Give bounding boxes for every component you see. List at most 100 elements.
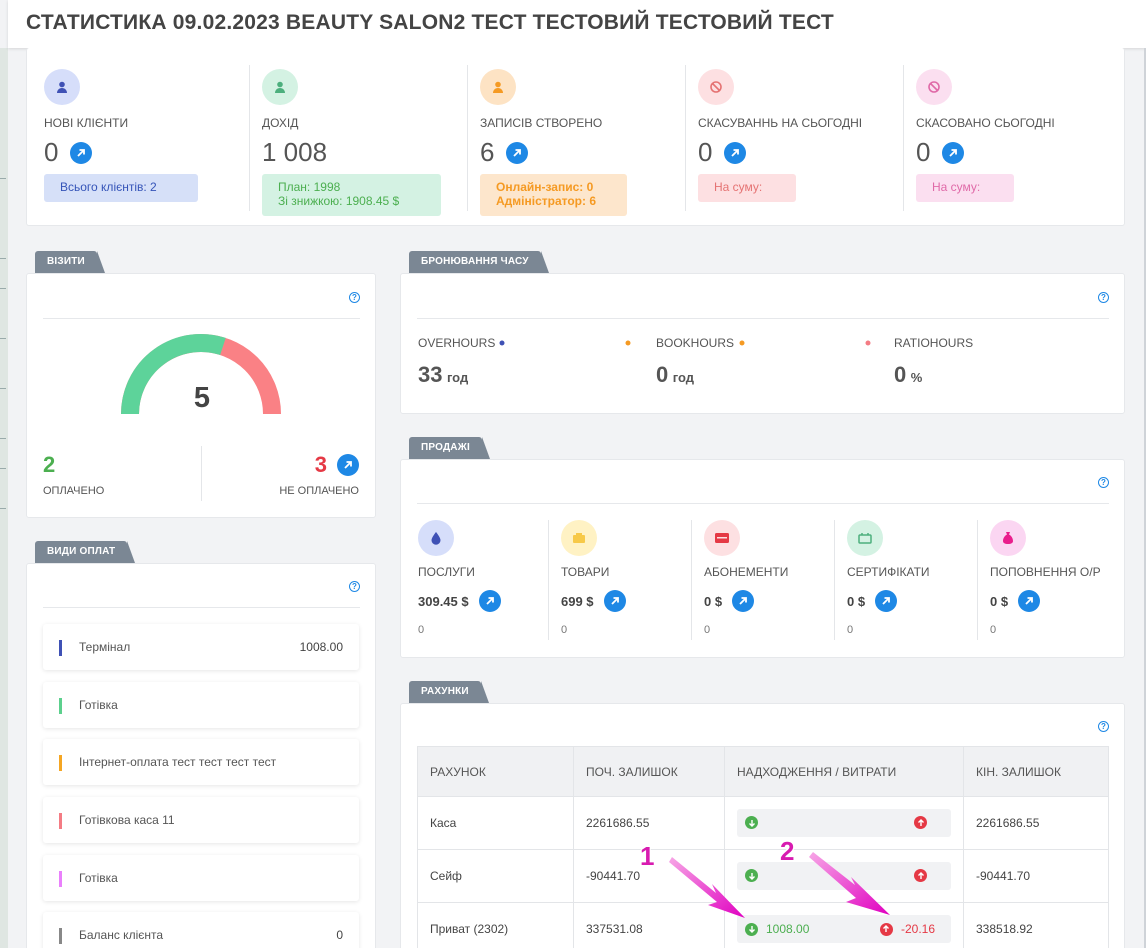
scrollbar[interactable]: [1144, 48, 1146, 948]
open-arrow-icon[interactable]: [1018, 590, 1041, 612]
sales-count: 0: [418, 624, 425, 636]
records-source-badge: Онлайн-запис: 0 Адміністратор: 6: [480, 174, 627, 216]
help-icon[interactable]: ?: [1098, 721, 1109, 732]
table-row: Приват (2302) 337531.08 1008.00 -20.16 33851…: [417, 902, 1109, 948]
sales-count: 0: [847, 624, 854, 636]
booking-bookhours: BOOKHOURS 0 год: [656, 336, 734, 388]
payment-type-row: Готівка: [43, 855, 359, 901]
stat-value: 1 008: [262, 137, 328, 167]
drop-icon: [418, 520, 454, 556]
open-arrow-icon[interactable]: [603, 590, 626, 612]
payment-type-amount: 1008.00: [299, 640, 343, 654]
payment-type-name: Готівкова каса 11: [79, 813, 175, 827]
sales-label: ТОВАРИ: [561, 565, 610, 579]
account-start-balance: 337531.08: [573, 902, 725, 948]
arrow-down-circle-icon[interactable]: [745, 816, 758, 829]
col-start-balance: ПОЧ. ЗАЛИШОК: [573, 746, 725, 797]
open-arrow-icon[interactable]: [478, 590, 501, 612]
arrow-down-circle-icon[interactable]: [745, 869, 758, 882]
stat-value: 0: [698, 137, 713, 167]
tab-accounts: РАХУНКИ: [409, 681, 489, 703]
stat-label: ДОХІД: [262, 116, 299, 130]
open-arrow-icon[interactable]: [70, 141, 93, 164]
stats-card: НОВІ КЛІЄНТИ 0 Всього клієнтів: 2 ДОХІД …: [26, 48, 1125, 226]
admin-records-text: Адміністратор: 6: [496, 194, 597, 208]
table-row: Каса 2261686.55 2261686.55: [417, 796, 1109, 850]
col-end-balance: КІН. ЗАЛИШОК: [963, 746, 1109, 797]
account-end-balance: 2261686.55: [963, 796, 1109, 850]
total-clients-badge: Всього клієнтів: 2: [44, 174, 198, 202]
open-arrow-icon[interactable]: [724, 141, 747, 164]
payment-type-row: Готівкова каса 11: [43, 797, 359, 843]
booking-label: BOOKHOURS: [656, 336, 735, 350]
sales-count: 0: [704, 624, 711, 636]
open-arrow-icon[interactable]: [732, 590, 755, 612]
payment-color-bar: [59, 871, 62, 887]
ticket-icon: [847, 520, 883, 556]
tab-booking: БРОНЮВАННЯ ЧАСУ: [409, 251, 549, 273]
open-arrow-icon[interactable]: [875, 590, 898, 612]
help-icon[interactable]: ?: [349, 292, 360, 303]
stat-cancellations-today: СКАСУВАННЬ НА СЬОГОДНІ 0 На суму:: [698, 65, 898, 225]
flow-bar: [737, 862, 951, 890]
booking-overhours: OVERHOURS 33 год: [418, 336, 495, 388]
payment-type-row: Термінал 1008.00: [43, 624, 359, 670]
account-name: Приват (2302): [417, 902, 574, 948]
arrow-up-circle-icon[interactable]: [914, 816, 927, 829]
online-records-text: Онлайн-запис: 0: [496, 180, 594, 194]
payment-type-row: Готівка: [43, 682, 359, 728]
flow-bar: [737, 809, 951, 837]
income-value: 1008.00: [766, 922, 810, 936]
sales-value: 0 $: [704, 593, 723, 609]
arrow-up-circle-icon[interactable]: [879, 922, 893, 936]
accounts-card: ? РАХУНОК ПОЧ. ЗАЛИШОК НАДХОДЖЕННЯ / ВИТ…: [400, 703, 1125, 948]
user-icon: [480, 69, 516, 105]
stat-income: ДОХІД 1 008 План: 1998 Зі знижкою: 1908.…: [262, 65, 462, 225]
user-icon: [44, 69, 80, 105]
arrow-up-circle-icon[interactable]: [914, 869, 927, 882]
help-icon[interactable]: ?: [1098, 477, 1109, 488]
overhours-connector: [499, 340, 631, 346]
gauge-paid-arc: [121, 334, 226, 415]
account-end-balance: -90441.70: [963, 849, 1109, 903]
open-arrow-icon[interactable]: [942, 141, 965, 164]
paid-label: ОПЛАЧЕНО: [43, 485, 105, 497]
payment-type-name: Баланс клієнта: [79, 928, 164, 942]
page-header: СТАТИСТИКА 09.02.2023 BEAUTY SALON2 ТЕСТ…: [8, 0, 1146, 48]
discount-text: Зі знижкою: 1908.45 $: [278, 194, 400, 208]
booking-value: 0: [656, 362, 669, 387]
sales-value: 309.45 $: [418, 593, 469, 609]
payment-type-row: Баланс клієнта 0: [43, 912, 359, 948]
booking-unit: год: [672, 370, 694, 385]
sales-label: АБОНЕМЕНТИ: [704, 565, 789, 579]
booking-label: RATIOHOURS: [894, 336, 974, 350]
sales-count: 0: [561, 624, 568, 636]
open-arrow-icon[interactable]: [506, 141, 529, 164]
account-flow-cell: [724, 796, 964, 850]
booking-ratiohours: RATIOHOURS 0 %: [894, 336, 973, 388]
money-bag-icon: [990, 520, 1026, 556]
arrow-down-circle-icon[interactable]: [745, 922, 758, 936]
payment-color-bar: [59, 813, 62, 829]
payment-color-bar: [59, 755, 62, 771]
sales-goods: ТОВАРИ 699 $ 0: [561, 520, 691, 640]
booking-card: ? OVERHOURS 33 год BOOKHOURS 0 год RATIO…: [400, 273, 1125, 414]
annotation-label-1: 1: [640, 841, 655, 871]
plan-text: План: 1998: [278, 180, 341, 194]
sales-services: ПОСЛУГИ 309.45 $ 0: [418, 520, 548, 640]
payment-type-name: Готівка: [79, 871, 118, 885]
account-name: Каса: [417, 796, 574, 850]
help-icon[interactable]: ?: [1098, 292, 1109, 303]
box-icon: [561, 520, 597, 556]
card-icon: [704, 520, 740, 556]
account-start-balance: 2261686.55: [573, 796, 725, 850]
stat-label: ЗАПИСІВ СТВОРЕНО: [480, 116, 603, 130]
payment-types-card: ? Термінал 1008.00 Готівка Інтернет-оплата …: [26, 563, 376, 948]
unpaid-label: НЕ ОПЛАЧЕНО: [279, 485, 359, 497]
sales-value: 0 $: [990, 593, 1009, 609]
help-icon[interactable]: ?: [349, 581, 360, 592]
booking-value: 0: [894, 362, 907, 387]
open-arrow-icon[interactable]: [337, 454, 359, 476]
paid-count: 2: [43, 452, 56, 477]
